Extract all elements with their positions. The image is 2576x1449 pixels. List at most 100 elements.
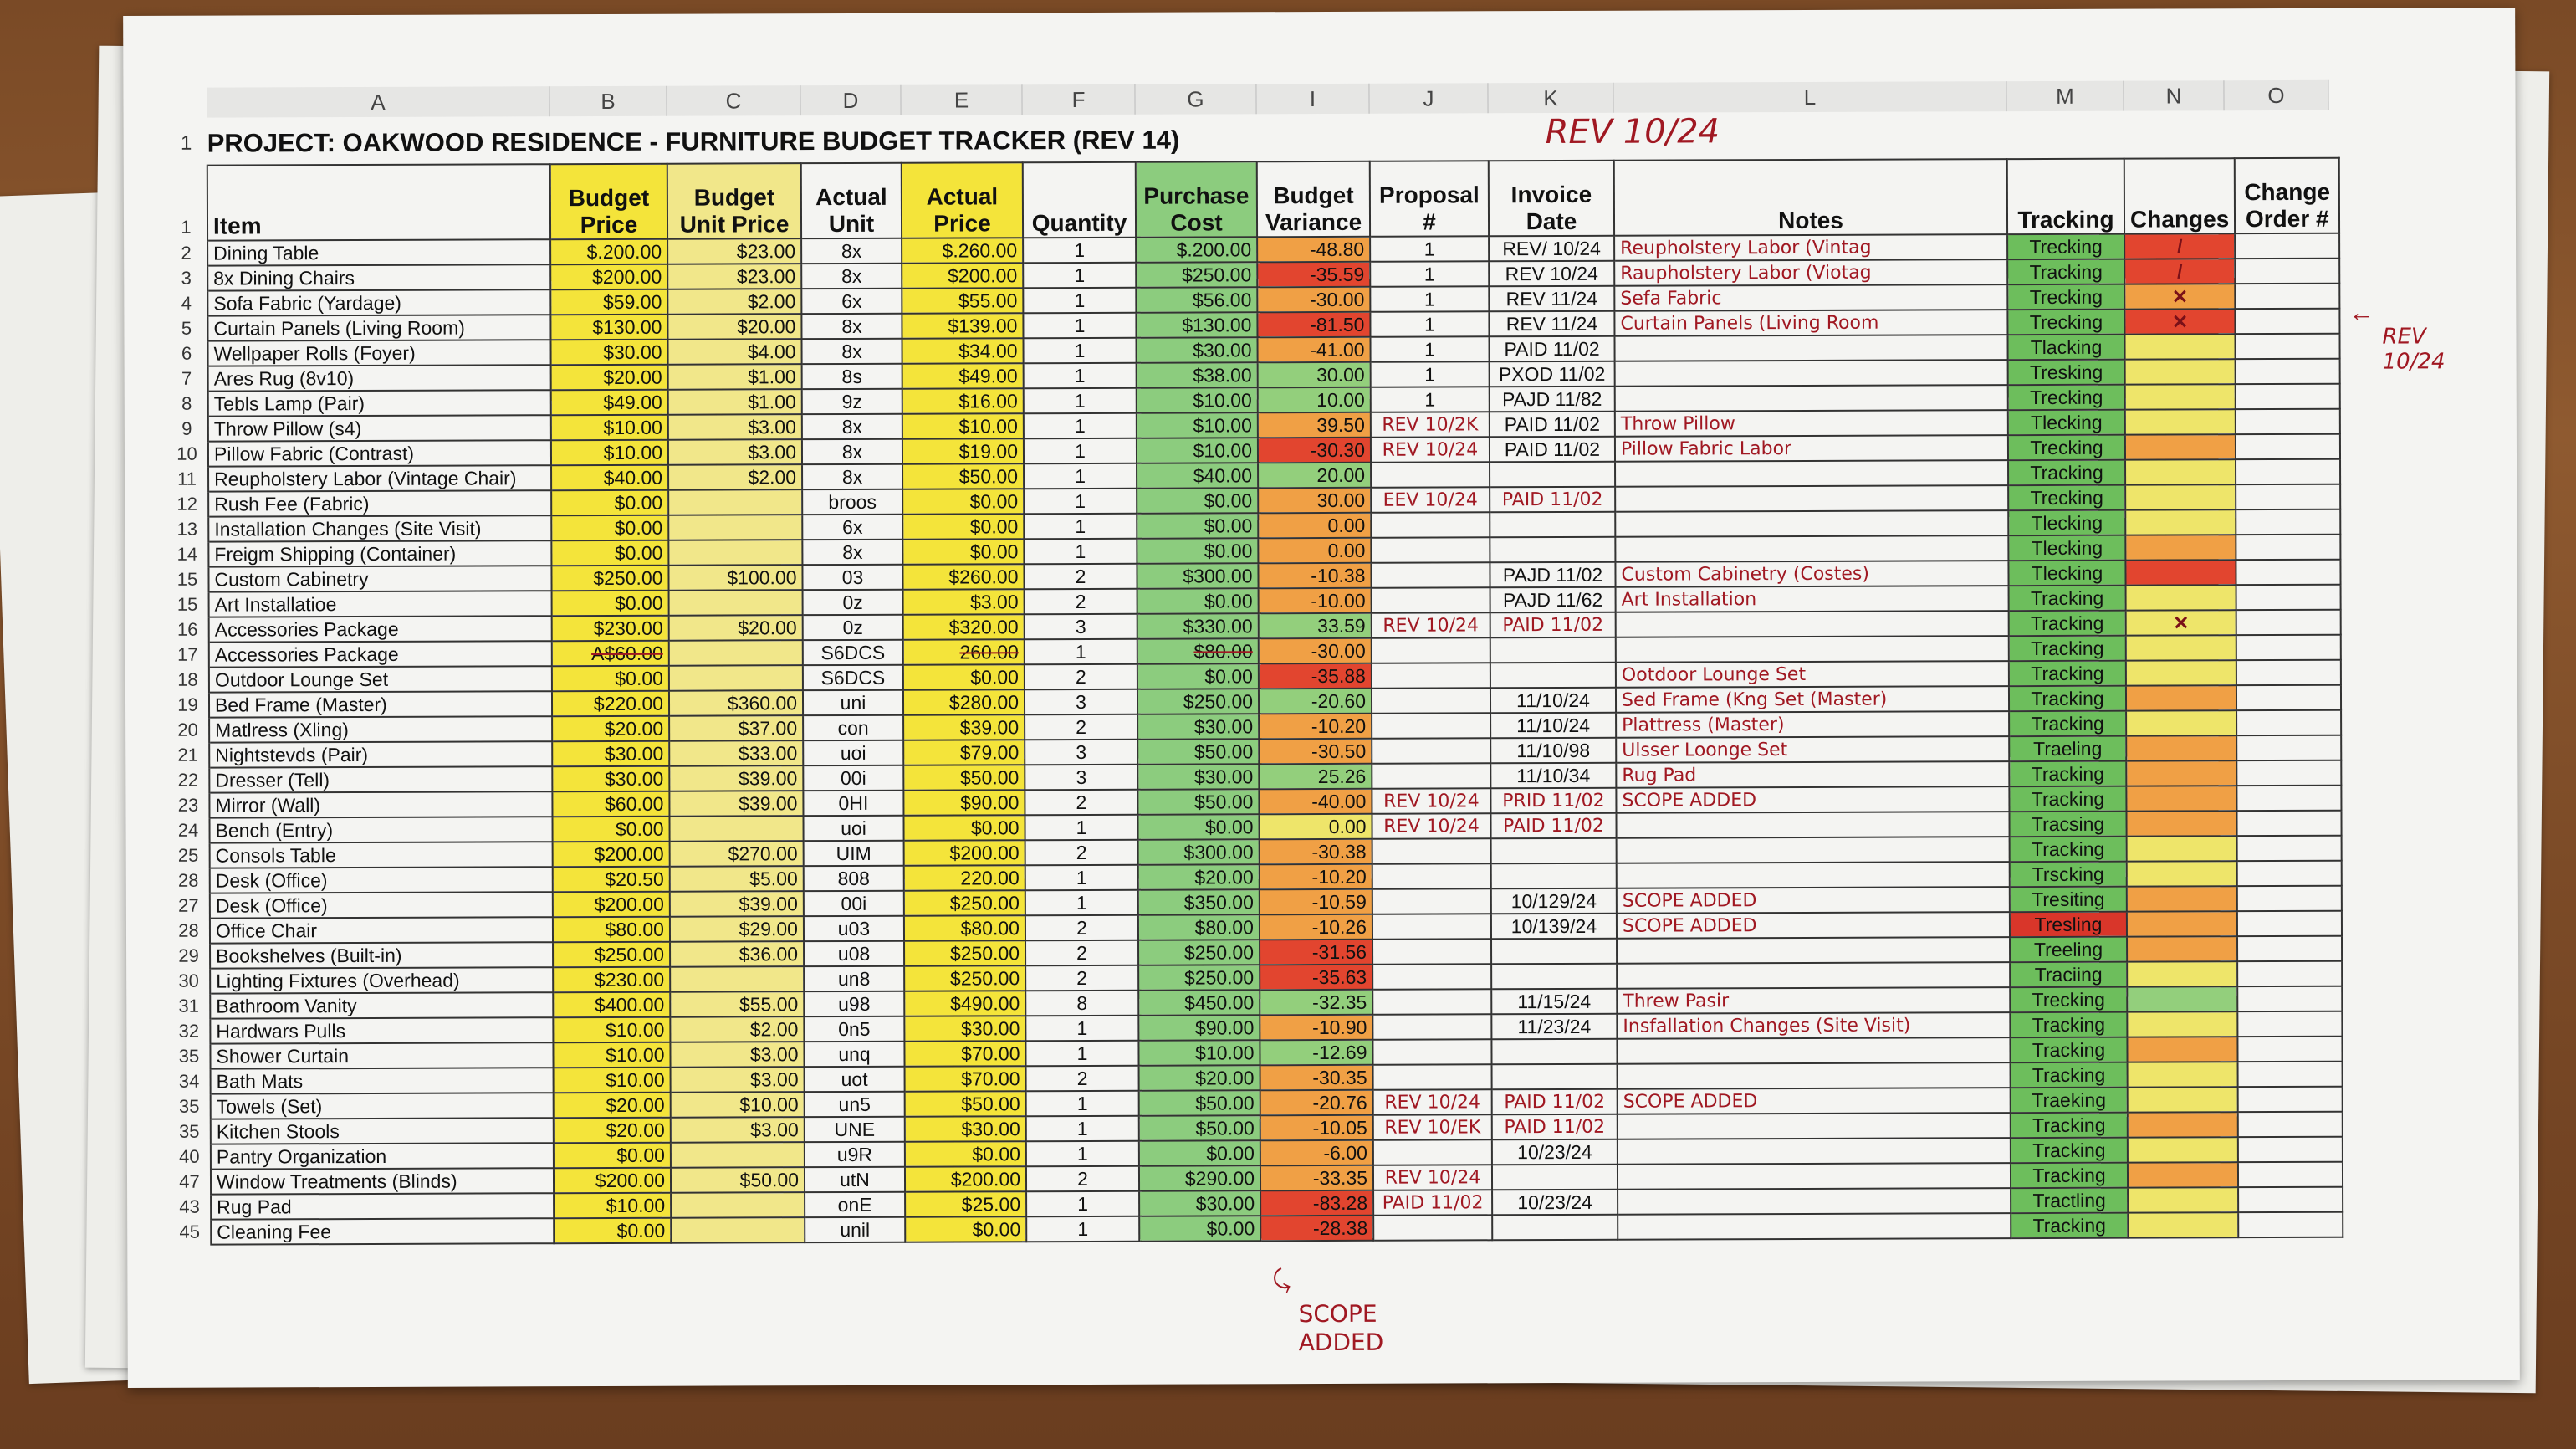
cell-proposal[interactable]: 1 — [1370, 336, 1490, 362]
cell-budget-price[interactable]: $0.00 — [551, 489, 669, 516]
cell-budget-variance[interactable]: -48.80 — [1257, 236, 1371, 263]
cell-changes[interactable] — [2126, 760, 2237, 786]
cell-budget-variance[interactable]: 0.00 — [1258, 537, 1372, 564]
cell-budget-variance[interactable]: -6.00 — [1260, 1139, 1373, 1166]
cell-change-order[interactable] — [2236, 735, 2342, 761]
cell-quantity[interactable]: 2 — [1025, 714, 1138, 740]
cell-tracking[interactable]: Trecking — [2008, 484, 2126, 511]
cell-notes[interactable] — [1617, 1113, 2011, 1139]
cell-tracking[interactable]: Treeling — [2010, 936, 2128, 963]
cell-quantity[interactable]: 2 — [1025, 1165, 1140, 1192]
cell-budget-unit-price[interactable]: $20.00 — [668, 615, 803, 641]
cell-changes[interactable] — [2124, 384, 2236, 410]
cell-quantity[interactable]: 3 — [1025, 739, 1138, 765]
cell-tracking[interactable]: Trecking — [2007, 233, 2125, 260]
cell-budget-unit-price[interactable] — [670, 1142, 805, 1168]
cell-purchase-cost[interactable]: $350.00 — [1137, 889, 1260, 915]
cell-proposal[interactable] — [1372, 838, 1491, 864]
cell-change-order[interactable] — [2237, 986, 2343, 1012]
cell-budget-variance[interactable]: -10.00 — [1258, 587, 1372, 614]
cell-budget-unit-price[interactable]: $36.00 — [670, 941, 805, 967]
cell-purchase-cost[interactable]: $0.00 — [1139, 1216, 1261, 1242]
cell-proposal[interactable] — [1372, 1064, 1492, 1090]
cell-actual-unit[interactable]: 9z — [801, 388, 902, 415]
cell-item[interactable]: Bath Mats — [210, 1068, 554, 1094]
cell-budget-variance[interactable]: -12.69 — [1260, 1039, 1373, 1066]
cell-invoice-date[interactable] — [1490, 511, 1616, 538]
cell-purchase-cost[interactable]: $50.00 — [1137, 789, 1260, 815]
cell-budget-variance[interactable]: -30.38 — [1259, 838, 1372, 865]
cell-invoice-date[interactable] — [1490, 637, 1616, 663]
cell-tracking[interactable]: Traeking — [2010, 1087, 2128, 1114]
cell-purchase-cost[interactable]: $10.00 — [1136, 412, 1258, 438]
cell-actual-price[interactable]: $139.00 — [902, 313, 1024, 339]
cell-budget-price[interactable]: $59.00 — [550, 289, 668, 315]
cell-tracking[interactable]: Tracking — [2008, 660, 2126, 687]
cell-actual-unit[interactable]: 8x — [802, 539, 903, 566]
cell-quantity[interactable]: 2 — [1025, 940, 1139, 966]
cell-actual-unit[interactable]: 8x — [801, 238, 902, 264]
cell-notes[interactable] — [1617, 1062, 2011, 1089]
cell-changes[interactable] — [2125, 484, 2236, 510]
cell-budget-variance[interactable]: -33.35 — [1260, 1165, 1374, 1191]
cell-change-order[interactable] — [2237, 1111, 2343, 1138]
cell-actual-price[interactable]: $70.00 — [904, 1041, 1026, 1067]
cell-actual-unit[interactable]: S6DCS — [802, 639, 903, 666]
cell-proposal[interactable] — [1371, 663, 1490, 689]
cell-item[interactable]: Curtain Panels (Living Room) — [207, 315, 551, 341]
cell-tracking[interactable]: Tracking — [2008, 685, 2127, 712]
cell-budget-variance[interactable]: -10.05 — [1260, 1114, 1373, 1141]
cell-quantity[interactable]: 1 — [1024, 513, 1137, 540]
cell-tracking[interactable]: Tracking — [2009, 710, 2127, 737]
cell-item[interactable]: 8x Dining Chairs — [207, 264, 551, 291]
cell-changes[interactable]: / — [2124, 233, 2236, 259]
cell-actual-unit[interactable]: uot — [804, 1066, 905, 1093]
cell-change-order[interactable] — [2236, 433, 2341, 460]
cell-notes[interactable]: SCOPE ADDED — [1616, 786, 2010, 813]
cell-invoice-date[interactable]: PAJD 11/02 — [1490, 561, 1616, 588]
cell-item[interactable]: Kitchen Stools — [210, 1118, 554, 1144]
cell-change-order[interactable] — [2235, 383, 2341, 410]
cell-quantity[interactable]: 1 — [1025, 1015, 1139, 1042]
cell-budget-unit-price[interactable]: $29.00 — [669, 916, 805, 942]
cell-tracking[interactable]: Tlecking — [2007, 409, 2125, 436]
cell-actual-price[interactable]: $490.00 — [904, 991, 1026, 1016]
cell-change-order[interactable] — [2238, 1186, 2343, 1213]
cell-quantity[interactable]: 1 — [1023, 237, 1137, 264]
cell-budget-unit-price[interactable]: $55.00 — [670, 991, 805, 1017]
cell-budget-unit-price[interactable] — [671, 1217, 805, 1243]
cell-budget-price[interactable]: $0.00 — [552, 816, 670, 842]
cell-proposal[interactable] — [1372, 863, 1491, 889]
cell-actual-unit[interactable]: unil — [805, 1216, 906, 1243]
cell-notes[interactable]: Custom Cabinetry (Costes) — [1615, 561, 2009, 587]
cell-change-order[interactable] — [2238, 1211, 2343, 1238]
cell-actual-price[interactable]: $49.00 — [902, 363, 1024, 389]
cell-quantity[interactable]: 3 — [1025, 764, 1138, 791]
cell-proposal[interactable] — [1372, 888, 1491, 914]
cell-tracking[interactable]: Tracking — [2007, 259, 2125, 285]
cell-change-order[interactable] — [2238, 1161, 2343, 1188]
cell-actual-price[interactable]: $34.00 — [902, 338, 1024, 364]
cell-actual-price[interactable]: 260.00 — [902, 639, 1025, 665]
cell-actual-unit[interactable]: un8 — [804, 965, 905, 992]
cell-actual-price[interactable]: $16.00 — [902, 388, 1024, 414]
cell-quantity[interactable]: 2 — [1024, 588, 1137, 615]
cell-tracking[interactable]: Tracking — [2009, 760, 2127, 787]
cell-item[interactable]: Throw Pillow (s4) — [207, 415, 551, 442]
cell-purchase-cost[interactable]: $0.00 — [1138, 1140, 1260, 1166]
cell-change-order[interactable] — [2236, 559, 2341, 586]
cell-proposal[interactable]: 1 — [1370, 361, 1490, 387]
cell-proposal[interactable]: REV 10/24 — [1372, 788, 1491, 814]
cell-change-order[interactable] — [2235, 233, 2340, 259]
cell-actual-price[interactable]: $280.00 — [902, 689, 1025, 715]
cell-invoice-date[interactable]: 10/23/24 — [1491, 1139, 1618, 1165]
cell-budget-price[interactable]: $0.00 — [551, 515, 669, 541]
cell-notes[interactable] — [1615, 485, 2009, 512]
cell-notes[interactable] — [1615, 535, 2009, 562]
cell-actual-price[interactable]: $25.00 — [905, 1191, 1027, 1217]
cell-purchase-cost[interactable]: $20.00 — [1137, 864, 1260, 890]
cell-purchase-cost[interactable]: $.200.00 — [1136, 237, 1258, 263]
cell-invoice-date[interactable]: 11/10/24 — [1490, 687, 1617, 714]
cell-budget-variance[interactable]: 20.00 — [1258, 462, 1372, 489]
cell-quantity[interactable]: 1 — [1023, 287, 1137, 314]
